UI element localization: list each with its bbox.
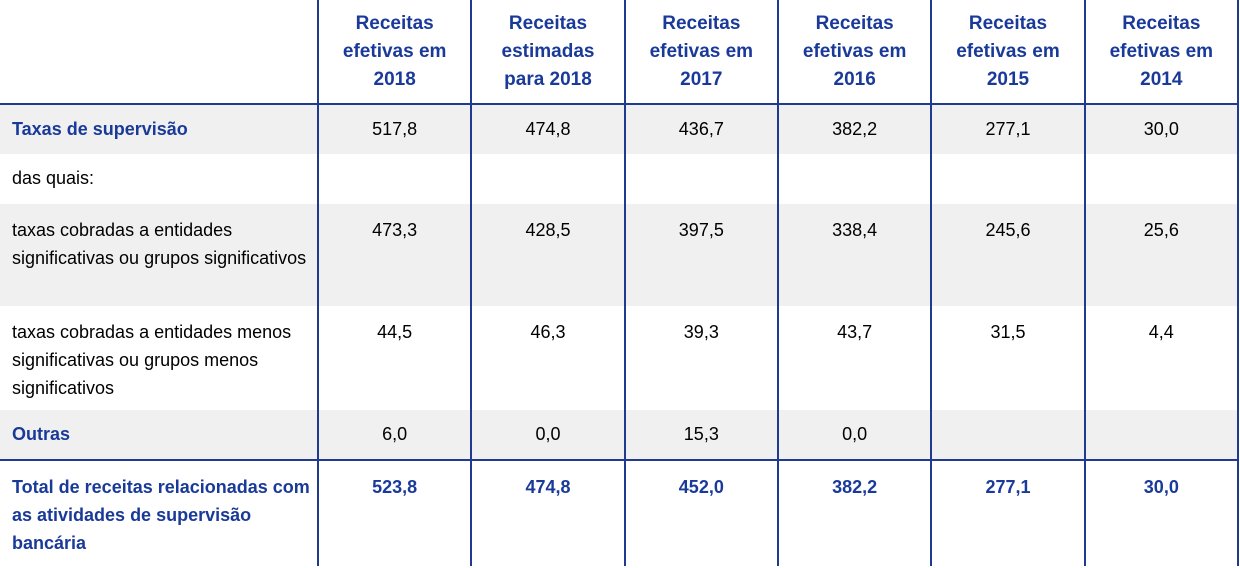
- empty-cell: [930, 410, 1085, 460]
- empty-cell: [1083, 410, 1240, 460]
- value-cell: 43,7: [776, 306, 932, 410]
- value-cell: 428,5: [470, 204, 625, 306]
- value-cell: 473,3: [316, 204, 472, 306]
- value-cell: 30,0: [1083, 104, 1240, 154]
- value-cell: 0,0: [776, 410, 932, 460]
- value-cell: 523,8: [316, 459, 472, 566]
- empty-cell: [1083, 154, 1240, 204]
- value-cell: 474,8: [470, 459, 625, 566]
- value-cell: 338,4: [776, 204, 932, 306]
- empty-cell: [776, 154, 932, 204]
- table-row: taxas cobradas a entidades menos signifi…: [0, 306, 1240, 410]
- value-cell: 452,0: [623, 459, 778, 566]
- value-cell: 31,5: [930, 306, 1085, 410]
- value-cell: 245,6: [930, 204, 1085, 306]
- corner-cell: [0, 0, 318, 105]
- value-cell: 46,3: [470, 306, 625, 410]
- value-cell: 382,2: [776, 104, 932, 154]
- column-header: Receitas efetivas em 2014: [1083, 0, 1240, 105]
- value-cell: 277,1: [930, 459, 1085, 566]
- value-cell: 397,5: [623, 204, 778, 306]
- value-cell: 0,0: [470, 410, 625, 460]
- column-header: Receitas estimadas para 2018: [470, 0, 625, 105]
- value-cell: 474,8: [470, 104, 625, 154]
- column-header: Receitas efetivas em 2016: [776, 0, 932, 105]
- row-label: Taxas de supervisão: [0, 104, 318, 154]
- value-cell: 44,5: [316, 306, 472, 410]
- row-label: taxas cobradas a entidades menos signifi…: [12, 322, 292, 398]
- value-cell: 382,2: [776, 459, 932, 566]
- column-header: Receitas efetivas em 2015: [930, 0, 1085, 105]
- value-cell: 15,3: [623, 410, 778, 460]
- value-cell: 517,8: [316, 104, 472, 154]
- table-row: taxas cobradas a entidades significativa…: [0, 204, 1240, 306]
- table-row: Total de receitas relacionadas com as at…: [0, 459, 1240, 566]
- row-label: taxas cobradas a entidades significativa…: [0, 204, 318, 306]
- column-header: Receitas efetivas em 2018: [316, 0, 472, 105]
- empty-cell: [470, 154, 625, 204]
- value-cell: 6,0: [316, 410, 472, 460]
- header-row: Receitas efetivas em 2018 Receitas estima…: [0, 0, 1240, 105]
- column-header: Receitas efetivas em 2017: [623, 0, 778, 105]
- value-cell: 39,3: [623, 306, 778, 410]
- empty-cell: [623, 154, 778, 204]
- value-cell: 25,6: [1083, 204, 1240, 306]
- empty-cell: [316, 154, 472, 204]
- value-cell: 436,7: [623, 104, 778, 154]
- table-row: Outras 6,0 0,0 15,3 0,0: [0, 410, 1240, 460]
- value-cell: 4,4: [1083, 306, 1240, 410]
- row-label: das quais:: [12, 168, 95, 188]
- row-label: Outras: [0, 410, 318, 460]
- table-body: Taxas de supervisão 517,8 474,8 436,7 382,2 2…: [0, 104, 1240, 566]
- table-row: das quais:: [0, 154, 1240, 204]
- table-row: Taxas de supervisão 517,8 474,8 436,7 382,2 2…: [0, 104, 1240, 154]
- row-label: Total de receitas relacionadas com as at…: [0, 459, 318, 566]
- empty-cell: [930, 154, 1085, 204]
- value-cell: 277,1: [930, 104, 1085, 154]
- value-cell: 30,0: [1083, 459, 1240, 566]
